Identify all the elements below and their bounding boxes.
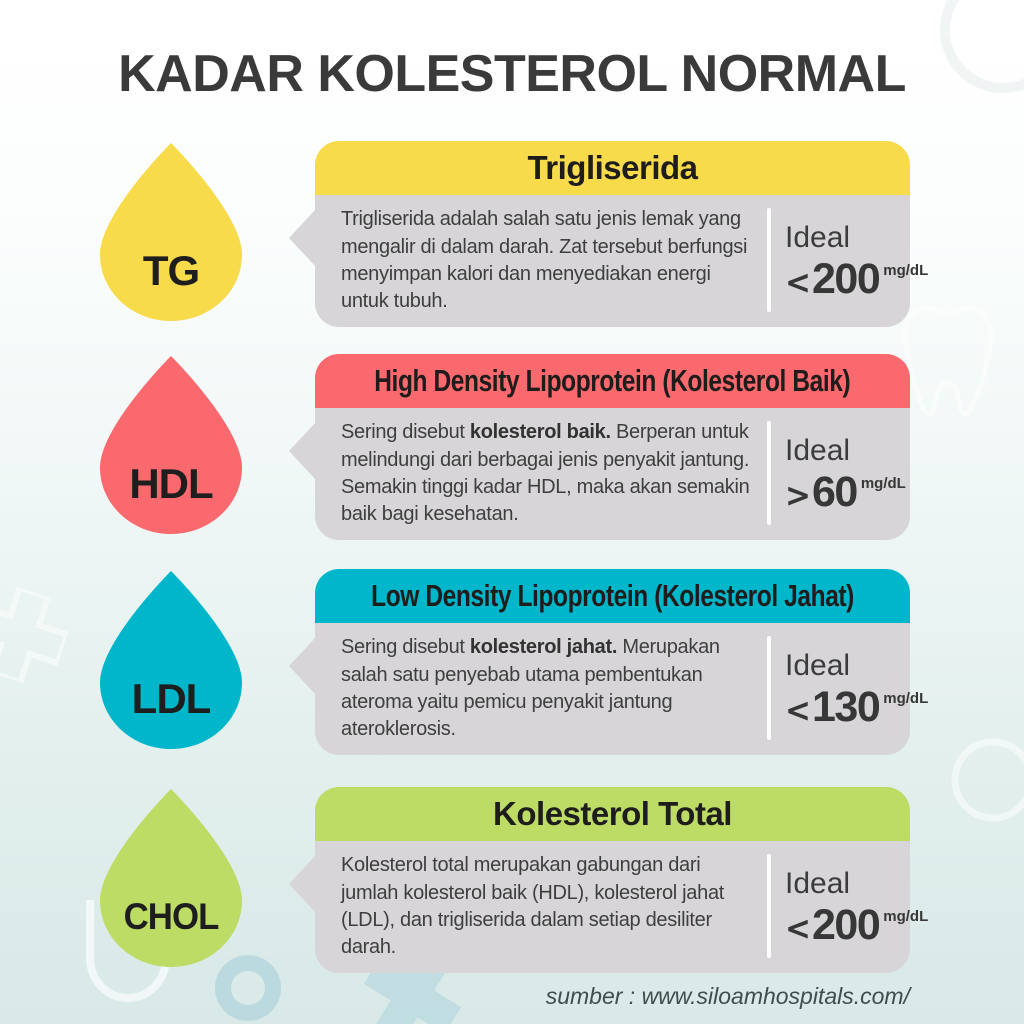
description-text: Sering disebut [341,636,470,659]
card-header: Low Density Lipoprotein (Kolesterol Jaha… [315,569,910,623]
ideal-label: Ideal [785,434,851,467]
description-text: Berperan untuk melindungi dari berbagai … [341,421,750,526]
description-text: Trigliserida adalah salah satu jenis lem… [341,208,748,313]
ideal-value: <130 mg/dL [785,683,929,731]
card-title: Kolesterol Total [493,795,732,832]
unit-label: mg/dL [883,690,929,707]
ideal-block: Ideal <200 mg/dL [785,221,928,301]
vertical-divider [767,421,771,525]
card-header: Kolesterol Total [315,787,910,841]
card-pointer-tail [289,422,316,480]
droplet-label: HDL [129,460,213,507]
card-header: High Density Lipoprotein (Kolesterol Bai… [315,354,910,408]
droplet-label: CHOL [123,896,220,937]
droplet-chol: CHOL [100,789,242,967]
card-title: Trigliserida [527,149,698,186]
ideal-label: Ideal [785,867,851,900]
ideal-label: Ideal [785,649,851,682]
info-card-kolesterol-total: Kolesterol Total Kolesterol total merupa… [289,787,928,973]
droplet-shape-icon [100,143,242,321]
droplet-shape-icon [100,789,242,967]
info-card-hdl: High Density Lipoprotein (Kolesterol Bai… [289,354,910,540]
card-header: Trigliserida [315,141,910,195]
droplet-label: LDL [131,675,212,722]
card-description: Sering disebut kolesterol jahat. Merupak… [341,623,753,755]
ideal-value: <200 mg/dL [785,255,929,303]
unit-label: mg/dL [860,475,906,492]
less-than-icon: < [785,910,811,948]
ideal-label: Ideal [785,221,851,254]
card-body: Sering disebut kolesterol jahat. Merupak… [289,623,928,755]
vertical-divider [767,854,771,958]
unit-label: mg/dL [883,908,929,925]
description-text: Kolesterol total merupakan gabungan dari… [341,854,725,959]
greater-than-icon: > [785,477,811,515]
section-hdl: HDL High Density Lipoprotein (Kolesterol… [0,354,1024,540]
droplet-tg: TG [100,143,242,321]
section-kolesterol-total: CHOL Kolesterol Total Kolesterol total m… [0,787,1024,973]
droplet-shape-icon [100,356,242,534]
card-title: Low Density Lipoprotein (Kolesterol Jaha… [371,578,854,613]
info-card-trigliserida: Trigliserida Trigliserida adalah salah s… [289,141,928,327]
card-pointer-tail [289,855,316,913]
source-credit: sumber : www.siloamhospitals.com/ [545,983,910,1009]
section-trigliserida: TG Trigliserida Trigliserida adalah sala… [0,141,1024,327]
card-description: Kolesterol total merupakan gabungan dari… [341,841,753,973]
ideal-value: >60 mg/dL [785,468,906,516]
description-text: Sering disebut [341,421,470,444]
section-ldl: LDL Low Density Lipoprotein (Kolesterol … [0,569,1024,755]
unit-label: mg/dL [883,262,929,279]
vertical-divider [767,636,771,740]
card-body: Sering disebut kolesterol baik. Berperan… [289,408,910,540]
card-title: High Density Lipoprotein (Kolesterol Bai… [374,363,851,398]
less-than-icon: < [785,692,811,730]
description-bold: kolesterol baik. [469,421,611,444]
card-body: Trigliserida adalah salah satu jenis lem… [289,195,928,327]
info-card-ldl: Low Density Lipoprotein (Kolesterol Jaha… [289,569,928,755]
description-bold: kolesterol jahat. [469,636,618,659]
card-description: Sering disebut kolesterol baik. Berperan… [341,408,753,540]
droplet-label: TG [142,247,200,294]
card-pointer-tail [289,209,316,267]
less-than-icon: < [785,264,811,302]
ideal-block: Ideal >60 mg/dL [785,434,906,514]
ideal-block: Ideal <130 mg/dL [785,649,928,729]
ideal-value: <200 mg/dL [785,901,929,949]
droplet-shape-icon [100,571,242,749]
card-body: Kolesterol total merupakan gabungan dari… [289,841,928,973]
vertical-divider [767,208,771,312]
page-title: KADAR KOLESTEROL NORMAL [118,45,906,103]
ideal-block: Ideal <200 mg/dL [785,867,928,947]
droplet-ldl: LDL [100,571,242,749]
card-description: Trigliserida adalah salah satu jenis lem… [341,195,753,327]
card-pointer-tail [289,637,316,695]
description-text: Merupakan salah satu penyebab utama pemb… [341,636,720,741]
droplet-hdl: HDL [100,356,242,534]
